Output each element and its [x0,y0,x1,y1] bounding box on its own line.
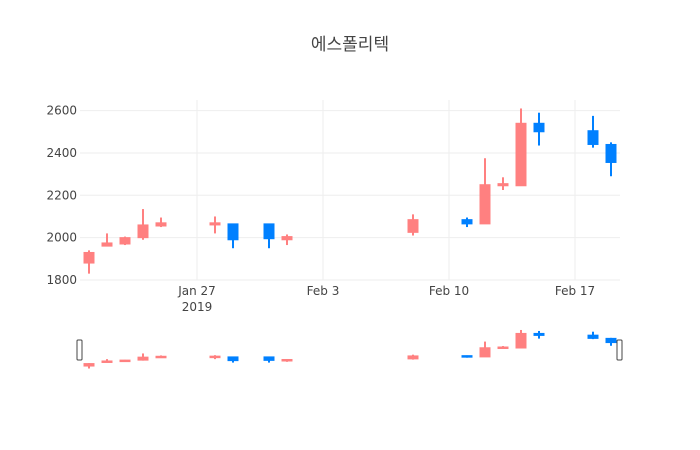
range-slider-right-handle[interactable] [616,339,623,361]
candle-body [407,219,419,233]
range-slider-background [80,328,620,370]
candle-body [227,223,239,241]
candle-body-mini [479,347,491,358]
y-tick-label: 2400 [46,146,77,160]
candle-body-mini [461,355,473,358]
candle-body-mini [407,355,419,360]
chart-title: 에스폴리텍 [311,35,389,55]
range-slider[interactable] [76,328,623,370]
candle-body-mini [263,356,275,361]
candle-body [263,223,275,240]
candle-body [497,183,509,187]
candle-body [587,130,599,145]
candle-body [101,242,113,247]
candle-body [479,184,491,225]
candle-body-mini [515,332,527,349]
candle-body-mini [137,356,149,361]
x-tick-label: Feb 10 [429,284,469,298]
candle-body [119,237,131,245]
candle-body-mini [605,337,617,344]
x-tick-label: Jan 27 [177,284,216,298]
y-tick-label: 2200 [46,188,77,202]
candle-body-mini [227,356,239,362]
candle-body-mini [281,358,293,362]
range-slider-left-handle[interactable] [76,339,83,361]
candle-body-mini [497,346,509,350]
x-tick-label: Feb 3 [307,284,340,298]
candle-body-mini [587,334,599,339]
candle-body-mini [155,355,167,359]
candle-body [515,122,527,187]
x-tick-label: Feb 17 [555,284,595,298]
candle-body [281,236,293,241]
candle-body-mini [101,360,113,363]
y-tick-label: 2000 [46,231,77,245]
y-tick-labels: 1800 2000 2200 2400 2600 [46,104,77,287]
candle-body [533,122,545,133]
candle-group [83,108,617,274]
candle-body-mini [209,355,221,359]
candle-body [137,224,149,239]
candle-body [605,143,617,163]
candle-body-mini [119,359,131,363]
x-tick-labels: Jan 27 2019 Feb 3 Feb 10 Feb 17 [177,284,595,314]
candle-body-mini [533,332,545,336]
grid-lines [80,100,620,281]
candle-body [155,222,167,227]
candle-body-mini [83,363,95,367]
y-tick-label: 2600 [46,104,77,118]
candle-body [461,219,473,225]
x-tick-year-label: 2019 [182,300,213,314]
candle-body [83,251,95,264]
candle-body [209,222,221,226]
y-tick-label: 1800 [46,273,77,287]
